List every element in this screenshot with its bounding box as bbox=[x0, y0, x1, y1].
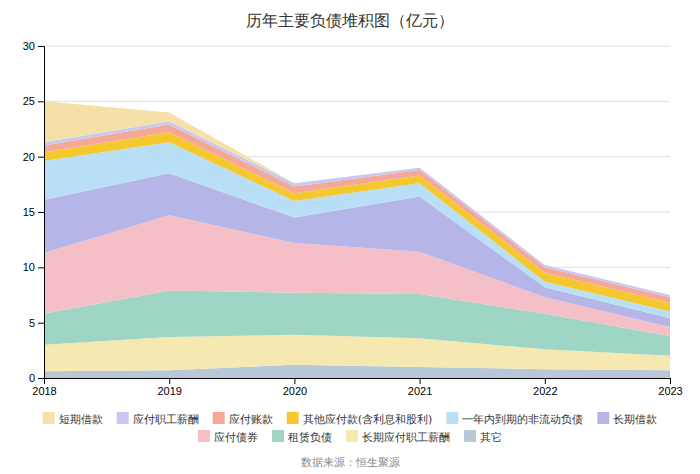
legend-label: 长期借款 bbox=[613, 413, 657, 426]
legend-item: 其他应付款(含利息和股利) bbox=[287, 412, 433, 426]
axis-domain bbox=[45, 379, 671, 385]
legend-item: 应付债券 bbox=[198, 430, 258, 444]
y-tick-label: 15 bbox=[23, 206, 35, 218]
x-tick: 2020 bbox=[283, 378, 307, 397]
title: 历年主要负债堆积图（亿元） bbox=[246, 11, 454, 30]
legend-swatch bbox=[43, 412, 55, 424]
x-tick-mark bbox=[294, 378, 295, 384]
x-tick-mark bbox=[670, 378, 671, 384]
y-tick: 15 bbox=[23, 206, 44, 218]
legend-item: 一年内到期的非流动负债 bbox=[446, 412, 583, 426]
x-axis: 2018 2019 2020 2021 2022 2023 bbox=[32, 378, 682, 397]
legend-label: 长期应付职工薪酬 bbox=[362, 431, 450, 444]
legend-swatch bbox=[464, 430, 476, 442]
legend-label: 应付债券 bbox=[214, 431, 258, 444]
legend-swatch bbox=[272, 430, 284, 442]
legend-label: 应付账款 bbox=[229, 413, 273, 426]
legend-swatch bbox=[198, 430, 210, 442]
legend-item: 应付账款 bbox=[213, 412, 273, 426]
y-tick-mark bbox=[38, 212, 44, 213]
x-tick: 2021 bbox=[408, 378, 432, 397]
x-tick-mark bbox=[420, 378, 421, 384]
legend-item: 短期借款 bbox=[43, 412, 103, 426]
grid bbox=[44, 46, 670, 378]
x-tick: 2023 bbox=[658, 378, 682, 397]
x-tick: 2018 bbox=[32, 378, 56, 397]
legend-item: 其它 bbox=[464, 430, 502, 444]
y-tick: 0 bbox=[29, 372, 44, 384]
grid-line bbox=[44, 46, 670, 47]
legend-swatch bbox=[117, 412, 129, 424]
y-tick: 25 bbox=[23, 95, 44, 107]
legend-label: 租赁负债 bbox=[288, 431, 332, 444]
chart: 历年主要负债堆积图（亿元） 数据来源：恒生聚源 短期借款 应付职工薪酬 应付账款 其他应付… bbox=[0, 0, 700, 474]
area bbox=[44, 101, 670, 295]
y-tick-label: 5 bbox=[29, 317, 35, 329]
area bbox=[44, 142, 670, 318]
footer: 数据来源：恒生聚源 bbox=[301, 456, 400, 469]
legend-item: 长期借款 bbox=[597, 412, 657, 426]
legend: 短期借款应付职工薪酬应付账款其他应付款(含利息和股利)一年内到期的非流动负债长期… bbox=[43, 412, 658, 444]
x-tick-label: 2020 bbox=[283, 385, 307, 397]
plot-area bbox=[44, 101, 670, 378]
x-tick-label: 2022 bbox=[533, 385, 557, 397]
legend-item: 租赁负债 bbox=[272, 430, 332, 444]
y-tick: 30 bbox=[23, 40, 44, 52]
legend-label: 应付职工薪酬 bbox=[133, 413, 199, 426]
y-tick-label: 30 bbox=[23, 40, 35, 52]
y-axis: 0 5 10 15 20 25 30 bbox=[23, 40, 45, 384]
legend-item: 长期应付职工薪酬 bbox=[346, 430, 450, 444]
y-tick-mark bbox=[38, 157, 44, 158]
x-tick-mark bbox=[545, 378, 546, 384]
x-tick-label: 2019 bbox=[157, 385, 181, 397]
y-tick-mark bbox=[38, 101, 44, 102]
y-tick-label: 25 bbox=[23, 95, 35, 107]
legend-swatch bbox=[213, 412, 225, 424]
y-tick-mark bbox=[38, 323, 44, 324]
area bbox=[44, 132, 670, 311]
y-tick-mark bbox=[38, 267, 44, 268]
legend-swatch bbox=[597, 412, 609, 424]
legend-item: 应付职工薪酬 bbox=[117, 412, 199, 426]
y-tick-mark bbox=[38, 46, 44, 47]
y-tick: 20 bbox=[23, 151, 44, 163]
grid-line bbox=[44, 101, 670, 102]
axis-domain bbox=[38, 47, 45, 379]
y-tick-label: 10 bbox=[23, 261, 35, 273]
x-tick: 2022 bbox=[533, 378, 557, 397]
legend-label: 其它 bbox=[480, 431, 502, 444]
x-tick-label: 2021 bbox=[408, 385, 432, 397]
x-tick-mark bbox=[169, 378, 170, 384]
area bbox=[44, 121, 670, 297]
y-tick-label: 20 bbox=[23, 151, 35, 163]
legend-label: 其他应付款(含利息和股利) bbox=[303, 413, 433, 426]
y-tick: 10 bbox=[23, 261, 44, 273]
x-tick: 2019 bbox=[157, 378, 181, 397]
y-tick-mark bbox=[38, 378, 44, 379]
x-tick-label: 2023 bbox=[658, 385, 682, 397]
y-tick: 5 bbox=[29, 317, 44, 329]
legend-swatch bbox=[346, 430, 358, 442]
legend-label: 短期借款 bbox=[59, 413, 103, 426]
legend-swatch bbox=[446, 412, 458, 424]
legend-swatch bbox=[287, 412, 299, 424]
y-tick-label: 0 bbox=[29, 372, 35, 384]
x-tick-label: 2018 bbox=[32, 385, 56, 397]
legend-label: 一年内到期的非流动负债 bbox=[462, 413, 583, 426]
area bbox=[44, 125, 670, 303]
